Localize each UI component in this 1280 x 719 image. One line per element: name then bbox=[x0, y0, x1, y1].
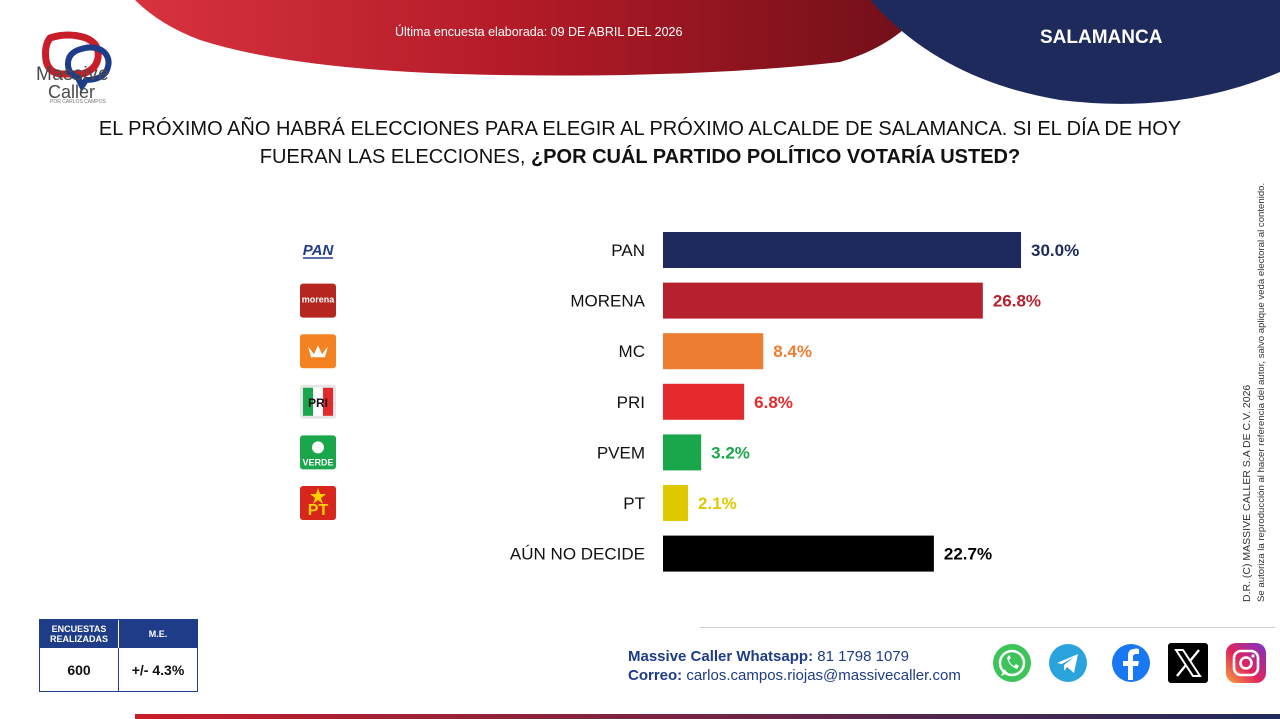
bar-pt bbox=[663, 485, 689, 521]
instagram-icon[interactable] bbox=[1225, 642, 1267, 684]
pri-logo: PRI bbox=[300, 384, 336, 419]
whatsapp-icon[interactable] bbox=[991, 642, 1033, 684]
bar-pvem bbox=[663, 434, 702, 471]
region-title: SALAMANCA bbox=[1040, 27, 1163, 48]
value-label: 2.1% bbox=[698, 494, 737, 513]
question-line-2-normal: FUERAN LAS ELECCIONES, bbox=[259, 146, 531, 168]
mc-logo bbox=[300, 334, 336, 369]
margin-error-value: +/- 4.3% bbox=[131, 661, 185, 678]
copyright-line-1: D.R. (C) MASSIVE CALLER S.A DE C.V. 2026 bbox=[1241, 385, 1253, 602]
email-contact: Correo: carlos.campos.riojas@massivecall… bbox=[628, 667, 961, 684]
question-line-1: EL PRÓXIMO AÑO HABRÁ ELECCIONES PARA ELE… bbox=[98, 118, 1182, 140]
copyright-line-2: Se autoriza la reproducción al hacer ref… bbox=[1256, 183, 1267, 602]
category-label: PRI bbox=[617, 393, 645, 412]
category-label: MC bbox=[619, 342, 645, 361]
email-address: carlos.campos.riojas@massivecaller.com bbox=[682, 667, 961, 684]
logo-text-caller: Caller bbox=[48, 82, 96, 102]
morena-logo: morena bbox=[300, 283, 336, 318]
whatsapp-number: 81 1798 1079 bbox=[813, 648, 909, 665]
svg-text:VERDE: VERDE bbox=[302, 457, 333, 467]
survey-stats-table: ENCUESTAS REALIZADAS M.E. 600 +/- 4.3% bbox=[39, 619, 198, 692]
whatsapp-contact: Massive Caller Whatsapp: 81 1798 1079 bbox=[628, 648, 909, 665]
contact-divider bbox=[700, 627, 1275, 628]
bar-morena bbox=[663, 282, 983, 319]
value-label: 22.7% bbox=[944, 545, 992, 564]
facebook-icon[interactable] bbox=[1110, 642, 1152, 684]
svg-text:PT: PT bbox=[308, 502, 329, 519]
bar-mc bbox=[663, 333, 764, 370]
svg-text:morena: morena bbox=[302, 295, 336, 305]
svg-text:PAN: PAN bbox=[303, 242, 335, 259]
telegram-icon[interactable] bbox=[1047, 642, 1089, 684]
pan-logo: PAN bbox=[300, 233, 336, 267]
surveys-value: 600 bbox=[40, 648, 119, 691]
survey-date: Última encuesta elaborada: 09 DE ABRIL D… bbox=[395, 25, 683, 39]
value-label: 6.8% bbox=[754, 393, 793, 412]
category-label: PT bbox=[623, 494, 645, 513]
value-label: 8.4% bbox=[773, 342, 812, 361]
logo-subtext: POR CARLOS CAMPOS bbox=[50, 99, 106, 105]
bar-pan bbox=[663, 232, 1021, 268]
bar-pri bbox=[663, 383, 745, 420]
value-label: 3.2% bbox=[711, 443, 750, 462]
copyright-note: D.R. (C) MASSIVE CALLER S.A DE C.V. 2026… bbox=[1241, 183, 1267, 602]
pt-logo: PT bbox=[300, 486, 336, 520]
question-line-2-bold: ¿POR CUÁL PARTIDO POLÍTICO VOTARÍA USTED… bbox=[530, 146, 1021, 168]
surveys-header: ENCUESTAS REALIZADAS bbox=[40, 620, 118, 648]
footer-bar bbox=[135, 714, 1280, 719]
massive-caller-logo bbox=[42, 31, 112, 92]
question-line-2: FUERAN LAS ELECCIONES, ¿POR CUÁL PARTIDO… bbox=[0, 146, 1280, 169]
surveys-header-line2: REALIZADAS bbox=[50, 634, 108, 644]
x-icon[interactable] bbox=[1167, 642, 1209, 684]
value-label: 26.8% bbox=[993, 292, 1041, 311]
margin-error-header: M.E. bbox=[119, 620, 197, 648]
value-label: 30.0% bbox=[1031, 241, 1079, 260]
email-label: Correo: bbox=[628, 667, 683, 684]
whatsapp-label: Massive Caller Whatsapp: bbox=[628, 648, 814, 665]
logo-text-massive: Massive bbox=[36, 64, 110, 85]
category-label: PVEM bbox=[597, 443, 645, 462]
category-label: MORENA bbox=[570, 292, 645, 311]
pvem-logo: VERDE bbox=[300, 435, 336, 470]
bar-a-n-no-decide bbox=[663, 535, 934, 572]
category-label: PAN bbox=[611, 241, 645, 260]
category-label: AÚN NO DECIDE bbox=[510, 545, 645, 564]
svg-text:PRI: PRI bbox=[308, 396, 328, 410]
surveys-header-line1: ENCUESTAS bbox=[51, 624, 107, 634]
header-banner bbox=[135, 0, 1280, 104]
